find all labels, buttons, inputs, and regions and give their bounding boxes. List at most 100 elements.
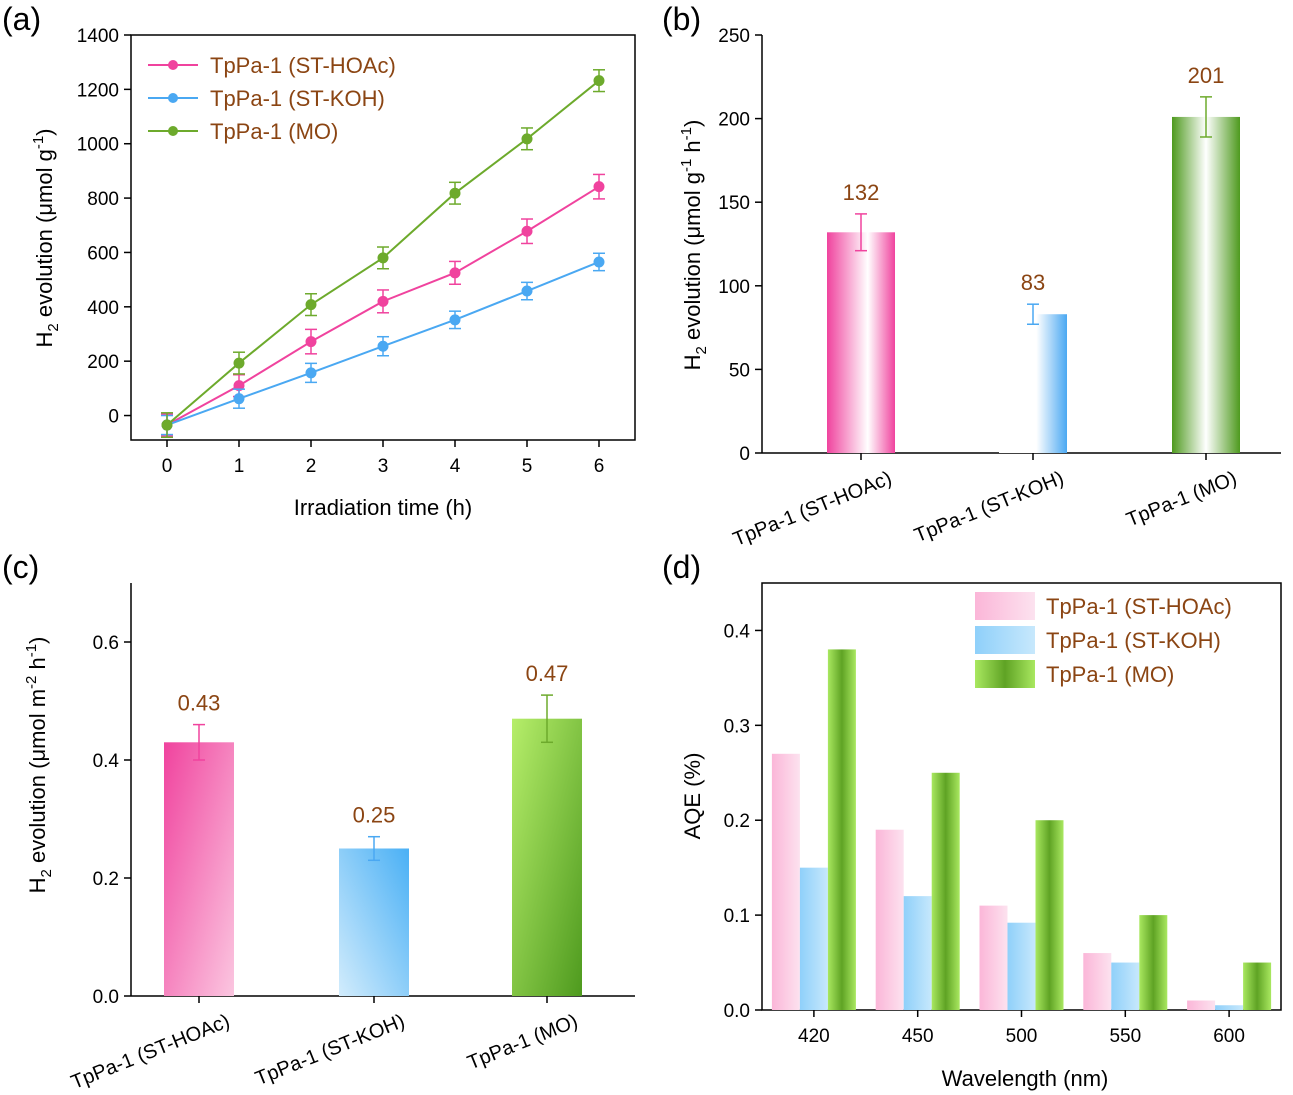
bar (512, 718, 582, 996)
data-point (377, 295, 389, 307)
bar (999, 314, 1067, 453)
x-tick-label: 3 (378, 456, 389, 477)
category-label: TpPa-1 (ST-HOAc) (730, 467, 895, 551)
panel-a-y-axis-title: H2 evolution (μmol g-1) (30, 129, 62, 348)
bar (931, 772, 960, 1010)
panel-d-grouped-bar-chart: 0.0 0.1 0.2 0.3 0.4 420 450 500 550 600 TpPa-1 (S… (680, 582, 1282, 1091)
y-tick-label: 1400 (77, 26, 119, 47)
y-tick-label: 800 (87, 189, 119, 210)
bar (827, 649, 856, 1010)
bar (1215, 1005, 1244, 1010)
panel-b-bar-chart: 0 50 100 150 200 250 TpPa-1 (ST-HOAc) TpPa-1 (S… (678, 26, 1281, 551)
data-point (233, 393, 245, 405)
bar (1243, 962, 1272, 1010)
data-point (593, 256, 605, 268)
panel-a-line-chart: 0 200 400 600 800 1000 1200 1400 0 1 2 3 4 5 6 TpPa-1… (30, 26, 636, 520)
panel-a-legend: TpPa-1 (ST-HOAc) TpPa-1 (ST-KOH) TpPa-1 (M… (148, 53, 396, 144)
panel-label-a: (a) (2, 1, 41, 37)
category-label: TpPa-1 (ST-KOH) (252, 1010, 408, 1090)
legend-marker (168, 126, 178, 136)
y-tick-label: 50 (729, 360, 750, 381)
panel-label-d: (d) (662, 549, 701, 585)
data-label: 0.25 (353, 803, 396, 828)
panel-b-bars: 132 83 201 (827, 63, 1240, 453)
y-tick-label: 1200 (77, 80, 119, 101)
x-tick-label: 600 (1213, 1026, 1245, 1047)
data-point (377, 252, 389, 264)
y-tick-label: 0.4 (724, 621, 751, 642)
y-tick-label: 0 (739, 444, 750, 465)
y-tick-label: 150 (718, 193, 750, 214)
data-label: 201 (1188, 63, 1225, 88)
legend-swatch (975, 660, 1035, 688)
x-tick-label: 4 (450, 456, 461, 477)
data-point (593, 75, 605, 87)
panel-label-c: (c) (2, 549, 39, 585)
bar (1111, 962, 1140, 1010)
bar (979, 905, 1008, 1010)
x-tick-label: 550 (1109, 1026, 1141, 1047)
y-tick-label: 200 (718, 110, 750, 131)
legend-label: TpPa-1 (ST-HOAc) (210, 53, 396, 78)
panel-a-series (161, 69, 605, 439)
category-label: TpPa-1 (ST-HOAc) (68, 1010, 233, 1094)
bar (799, 867, 828, 1010)
data-point (521, 133, 533, 145)
x-tick-label: 0 (162, 456, 173, 477)
panel-a-x-axis-title: Irradiation time (h) (294, 495, 473, 520)
bar (1139, 915, 1168, 1010)
bar (1007, 922, 1036, 1010)
data-point (161, 419, 173, 431)
y-tick-label: 0.4 (93, 751, 120, 772)
y-tick-label: 0 (108, 407, 119, 428)
legend-label: TpPa-1 (ST-KOH) (1046, 628, 1221, 653)
bar (771, 753, 800, 1010)
y-tick-label: 0.0 (93, 987, 119, 1008)
legend-swatch (975, 626, 1035, 654)
data-point (449, 187, 461, 199)
data-point (305, 336, 317, 348)
bar (164, 742, 234, 996)
panel-c-y-axis-title: H2 evolution (μmol m-2 h-1) (23, 637, 55, 894)
x-tick-label: 6 (594, 456, 605, 477)
data-point (521, 285, 533, 297)
y-tick-label: 0.0 (724, 1001, 750, 1022)
y-tick-label: 250 (718, 26, 750, 47)
legend-label: TpPa-1 (ST-HOAc) (1046, 594, 1232, 619)
panel-d-y-axis-title: AQE (%) (680, 753, 705, 840)
y-tick-label: 400 (87, 298, 119, 319)
bar (827, 232, 895, 453)
y-tick-label: 1000 (77, 135, 119, 156)
panel-d-axes: 0.0 0.1 0.2 0.3 0.4 420 450 500 550 600 (724, 621, 1245, 1047)
y-tick-label: 0.2 (93, 869, 119, 890)
bar (903, 896, 932, 1010)
x-tick-label: 420 (798, 1026, 830, 1047)
panel-d-x-axis-title: Wavelength (nm) (942, 1066, 1109, 1091)
legend-swatch (975, 592, 1035, 620)
x-tick-label: 500 (1006, 1026, 1038, 1047)
bar (1083, 953, 1112, 1010)
panel-d-bars (771, 649, 1272, 1010)
legend-label: TpPa-1 (MO) (210, 119, 338, 144)
y-tick-label: 0.3 (724, 716, 750, 737)
y-tick-label: 200 (87, 352, 119, 373)
bar (875, 829, 904, 1010)
y-tick-label: 0.6 (93, 633, 119, 654)
bar (1172, 116, 1240, 453)
data-label: 0.43 (178, 691, 221, 716)
legend-marker (168, 60, 178, 70)
y-tick-label: 100 (718, 277, 750, 298)
legend-marker (168, 93, 178, 103)
category-label: TpPa-1 (MO) (464, 1010, 580, 1074)
panel-c-bar-chart: 0.0 0.2 0.4 0.6 TpPa-1 (ST-HOAc) TpPa-1 (ST-K… (23, 583, 635, 1094)
category-label: TpPa-1 (ST-KOH) (911, 467, 1067, 547)
x-tick-label: 1 (234, 456, 245, 477)
data-point (305, 299, 317, 311)
x-tick-label: 450 (902, 1026, 934, 1047)
data-label: 132 (843, 180, 880, 205)
x-tick-label: 5 (522, 456, 533, 477)
data-point (377, 340, 389, 352)
data-point (233, 357, 245, 369)
panel-a-y-ticks: 0 200 400 600 800 1000 1200 1400 (77, 26, 131, 428)
